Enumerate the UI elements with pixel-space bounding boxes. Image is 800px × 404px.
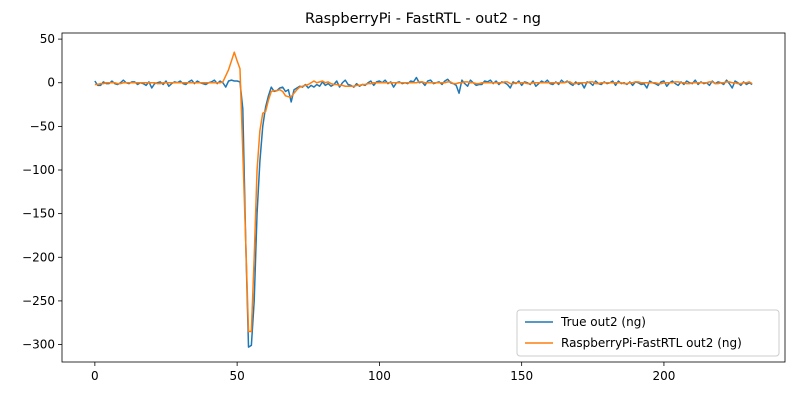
y-tick-label: −150 — [22, 207, 55, 221]
y-tick-label: −200 — [22, 250, 55, 264]
series-line — [94, 51, 753, 333]
y-tick-label: −100 — [22, 163, 55, 177]
x-tick-label: 50 — [229, 369, 244, 383]
plot-frame — [61, 32, 786, 363]
x-tick-label: 150 — [510, 369, 533, 383]
y-tick-label: −300 — [22, 338, 55, 352]
x-tick-label: 100 — [368, 369, 391, 383]
chart-title: RaspberryPi - FastRTL - out2 - ng — [305, 11, 541, 27]
y-tick-label: 50 — [40, 32, 55, 46]
x-tick-label: 0 — [91, 369, 99, 383]
legend-label: RaspberryPi-FastRTL out2 (ng) — [561, 336, 742, 350]
x-tick-label: 200 — [652, 369, 675, 383]
series-line — [94, 76, 753, 348]
y-tick-label: −50 — [30, 119, 55, 133]
y-tick-label: −250 — [22, 294, 55, 308]
y-tick-label: 0 — [47, 76, 55, 90]
legend-label: True out2 (ng) — [560, 315, 646, 329]
legend-box — [516, 309, 780, 357]
